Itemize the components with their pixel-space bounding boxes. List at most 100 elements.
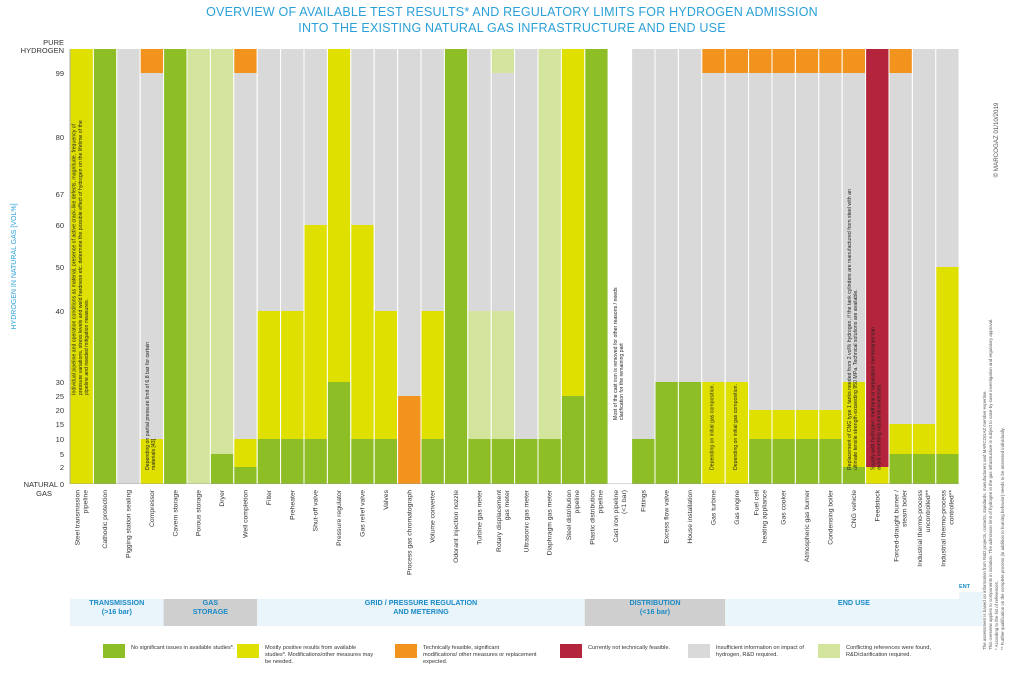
side-note: This overview applies to components in i… [988,319,993,650]
category-sublabel: (>16 bar) [102,607,133,616]
bar-segment [304,225,327,439]
bar-segment [164,49,187,484]
column-1 [93,49,117,484]
legend-label: Conflicting references were found, R&D/cl… [846,645,931,658]
column-label: Cast iron pipeline(<1 bar) [613,490,628,543]
column-33 [842,49,866,484]
bar-segment [866,49,889,467]
chart-title-line-2: INTO THE EXISTING NATURAL GAS INFRASTRUC… [298,21,726,35]
category-label: END USE [838,598,870,607]
column-9 [281,49,304,484]
y-tick-label: 20 [56,406,64,415]
bar-segment [421,311,444,439]
column-label: Cavern storage [172,490,179,537]
bar-segment [678,382,702,484]
bar-segment [234,439,257,467]
column-21 [561,49,585,484]
bar-segment [795,49,819,73]
category-sublabel: (<16 bar) [640,607,671,616]
column-8 [257,49,281,484]
column-label: Porous storage [196,490,203,536]
column-label: Forced-draught burner /steam boiler [894,489,909,562]
bar-segment [234,49,257,73]
bar-segment [374,49,398,311]
bar-segment [468,439,491,484]
bar-segment [327,49,351,382]
bar-segment [281,49,304,311]
bar-segment [912,49,936,424]
bar-segment [210,49,234,454]
bar-segment [491,311,515,439]
column-label: Rotary displacementgas meter [496,489,511,552]
y-tick-label: 99 [56,69,64,78]
bar-segment [257,49,281,311]
bar-segment [515,439,538,484]
column-label: Gas engine [734,490,741,525]
bar-segment [772,439,795,484]
column-29 [749,49,772,484]
annotation-note: Depending on initial gas composition. [733,384,739,470]
column-24 [632,49,655,484]
bar-segment [491,439,515,484]
bar-segment [351,49,374,225]
column-label: Volume converter [430,489,437,543]
legend-swatch [395,644,417,658]
column-31 [795,49,819,484]
annotation-note: Depending on initial gas composition. [710,384,716,470]
column-label: Ultrasonic gas meter [523,489,530,552]
column-10 [304,49,327,484]
column-32 [819,49,842,484]
bar-segment [538,49,561,439]
bar-segment [234,73,257,439]
bar-segment [421,49,444,311]
bar-segment [842,73,866,382]
column-label: Gas relief valve [360,490,367,537]
annotation-note: Supply with hydrogen: methane or separat… [870,327,882,470]
column-label: Diaphragm gas meter [547,489,554,555]
bar-segment [93,49,117,484]
bar-segment [140,73,164,439]
column-0 [70,49,93,484]
bar-segment [374,439,398,484]
bar-segment [632,49,655,439]
bar-segment [327,382,351,484]
bar-segment [281,311,304,439]
bar-segment [842,382,866,467]
column-13 [374,49,398,484]
bar-segment [491,49,515,73]
column-12 [351,49,374,484]
bar-segment [561,396,585,484]
column-label: CNG vehicle [851,490,858,528]
bar-segment [117,49,140,484]
bar-segment [70,49,93,484]
bar-segment [819,49,842,73]
column-label: Shut-off valve [313,490,320,532]
bar-segment [772,410,795,439]
column-22 [585,49,608,484]
y-tick-label: 60 [56,221,64,230]
column-4 [164,49,187,484]
column-34 [866,49,889,484]
bar-segment [819,410,842,439]
bar-segment [795,410,819,439]
column-label: Fuel cellheating appliance [753,490,768,544]
bar-segment [725,382,749,484]
column-label: Odorant injection nozzle [453,490,460,563]
bar-segment [725,73,749,382]
column-label: Fittings [640,489,647,512]
column-14 [398,49,421,484]
category-label: GRID / PRESSURE REGULATION AND METERING [365,598,477,616]
y-tick-label: 15 [56,420,64,429]
bar-segment [491,73,515,311]
legend-swatch [103,644,125,658]
chart-title-line-1: OVERVIEW OF AVAILABLE TEST RESULTS* AND … [206,5,818,19]
y-axis-label: HYDROGEN IN NATURAL GAS [VOL%] [11,203,18,329]
legend-label: Mostly positive results from available st… [265,645,373,665]
y-tick-label: 2 [60,463,64,472]
column-label: Preheater [289,489,296,520]
bar-segment [187,49,210,484]
column-label: Gas turbine [711,490,718,525]
column-label: Pigging station sealing [126,490,133,558]
side-note: ** Further qualification on the complete… [1000,427,1005,650]
bar-segment [725,49,749,73]
